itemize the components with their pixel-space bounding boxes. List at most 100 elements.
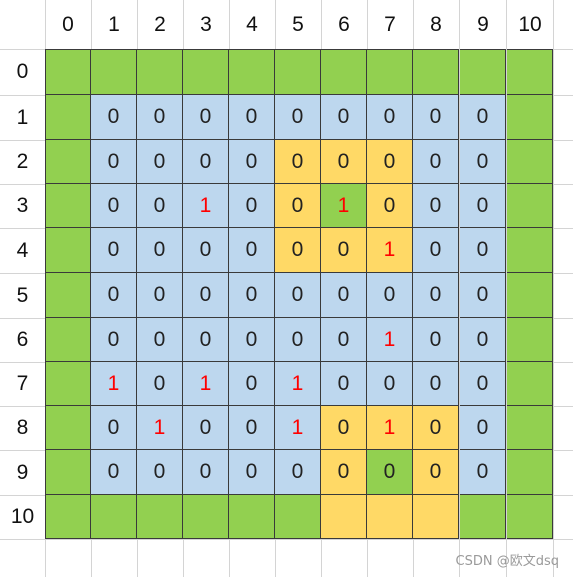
grid-cell: 0	[137, 228, 183, 273]
grid-cell: 1	[183, 362, 229, 406]
row-header: 3	[16, 194, 29, 217]
grid-cell: 0	[275, 450, 321, 495]
grid-cell: 0	[275, 140, 321, 184]
grid-cell: 0	[460, 228, 506, 273]
grid-cell: 1	[367, 228, 413, 273]
grid-cell	[275, 49, 321, 95]
grid-cell	[507, 140, 553, 184]
grid-cell: 0	[137, 95, 183, 140]
grid-cell: 0	[413, 228, 459, 273]
column-header: 0	[62, 12, 74, 36]
grid-cell: 1	[275, 362, 321, 406]
row-header: 10	[10, 505, 35, 528]
grid-cell	[45, 406, 91, 450]
grid-cell: 0	[413, 318, 459, 362]
grid-cell	[137, 495, 183, 539]
grid-cell: 0	[413, 406, 459, 450]
grid-cell: 0	[321, 450, 367, 495]
column-header: 1	[108, 12, 120, 36]
grid-cell: 0	[91, 406, 137, 450]
grid-cell: 0	[367, 273, 413, 318]
grid-cell: 0	[229, 273, 275, 318]
grid-cell	[45, 95, 91, 140]
grid-cell	[507, 273, 553, 318]
grid-cell: 0	[321, 228, 367, 273]
grid-cell: 0	[229, 318, 275, 362]
grid-cell	[507, 95, 553, 140]
grid-cell: 0	[460, 318, 506, 362]
column-header: 6	[338, 12, 350, 36]
grid-cell	[137, 49, 183, 95]
gridline	[553, 0, 554, 577]
grid-cell: 0	[183, 140, 229, 184]
grid-cell: 0	[367, 362, 413, 406]
grid-cell: 0	[413, 95, 459, 140]
grid-cell	[507, 49, 553, 95]
grid-cell: 0	[321, 273, 367, 318]
grid-cell: 0	[367, 95, 413, 140]
row-header: 1	[16, 105, 29, 129]
grid-cell: 0	[275, 184, 321, 228]
column-header: 3	[200, 12, 212, 36]
grid-cell: 0	[91, 273, 137, 318]
grid-cell: 0	[413, 184, 459, 228]
row-header: 9	[16, 460, 29, 484]
column-header: 5	[292, 12, 304, 36]
grid-cell: 0	[137, 362, 183, 406]
grid-cell: 0	[183, 273, 229, 318]
grid-cell: 0	[183, 450, 229, 495]
row-header: 8	[16, 416, 29, 439]
grid-cell: 0	[137, 140, 183, 184]
grid-cell: 0	[137, 184, 183, 228]
grid-cell: 0	[413, 362, 459, 406]
grid-cell: 1	[137, 406, 183, 450]
grid-cell	[45, 184, 91, 228]
grid-cell: 0	[137, 273, 183, 318]
grid-cell	[321, 495, 367, 539]
grid-cell: 0	[413, 273, 459, 318]
grid-cell	[45, 273, 91, 318]
grid-cell	[45, 228, 91, 273]
grid-cell: 0	[91, 95, 137, 140]
grid-cell: 0	[275, 95, 321, 140]
grid-cell	[367, 495, 413, 539]
grid-cell: 0	[229, 140, 275, 184]
grid-cell	[413, 495, 459, 539]
grid-cell: 0	[137, 318, 183, 362]
row-header: 5	[16, 283, 29, 307]
grid-cell: 1	[91, 362, 137, 406]
grid-cell: 0	[183, 228, 229, 273]
row-header: 7	[16, 372, 29, 395]
grid-cell: 0	[321, 362, 367, 406]
grid-cell	[367, 49, 413, 95]
grid-cell: 0	[460, 140, 506, 184]
grid-cell	[507, 450, 553, 495]
grid-cell	[321, 49, 367, 95]
grid-cell	[45, 362, 91, 406]
grid-cell	[229, 49, 275, 95]
grid-cell: 0	[229, 362, 275, 406]
grid-cell: 0	[229, 184, 275, 228]
grid-cell: 0	[460, 273, 506, 318]
grid-cell: 1	[367, 406, 413, 450]
column-header: 7	[384, 12, 396, 36]
column-header: 2	[154, 12, 166, 36]
grid-cell: 0	[321, 318, 367, 362]
grid-cell	[183, 49, 229, 95]
grid-cell: 0	[229, 228, 275, 273]
grid-cell: 0	[413, 140, 459, 184]
grid-cell	[45, 495, 91, 539]
grid-cell	[229, 495, 275, 539]
grid-cell	[91, 495, 137, 539]
grid-cell	[460, 49, 506, 95]
row-header: 2	[16, 150, 29, 173]
column-header: 8	[430, 12, 442, 36]
grid-cell	[45, 450, 91, 495]
grid-cell: 0	[91, 184, 137, 228]
grid-cell: 0	[91, 228, 137, 273]
grid-cell	[507, 495, 553, 539]
grid-cell: 0	[91, 140, 137, 184]
grid-cell	[507, 406, 553, 450]
grid-cell	[507, 184, 553, 228]
